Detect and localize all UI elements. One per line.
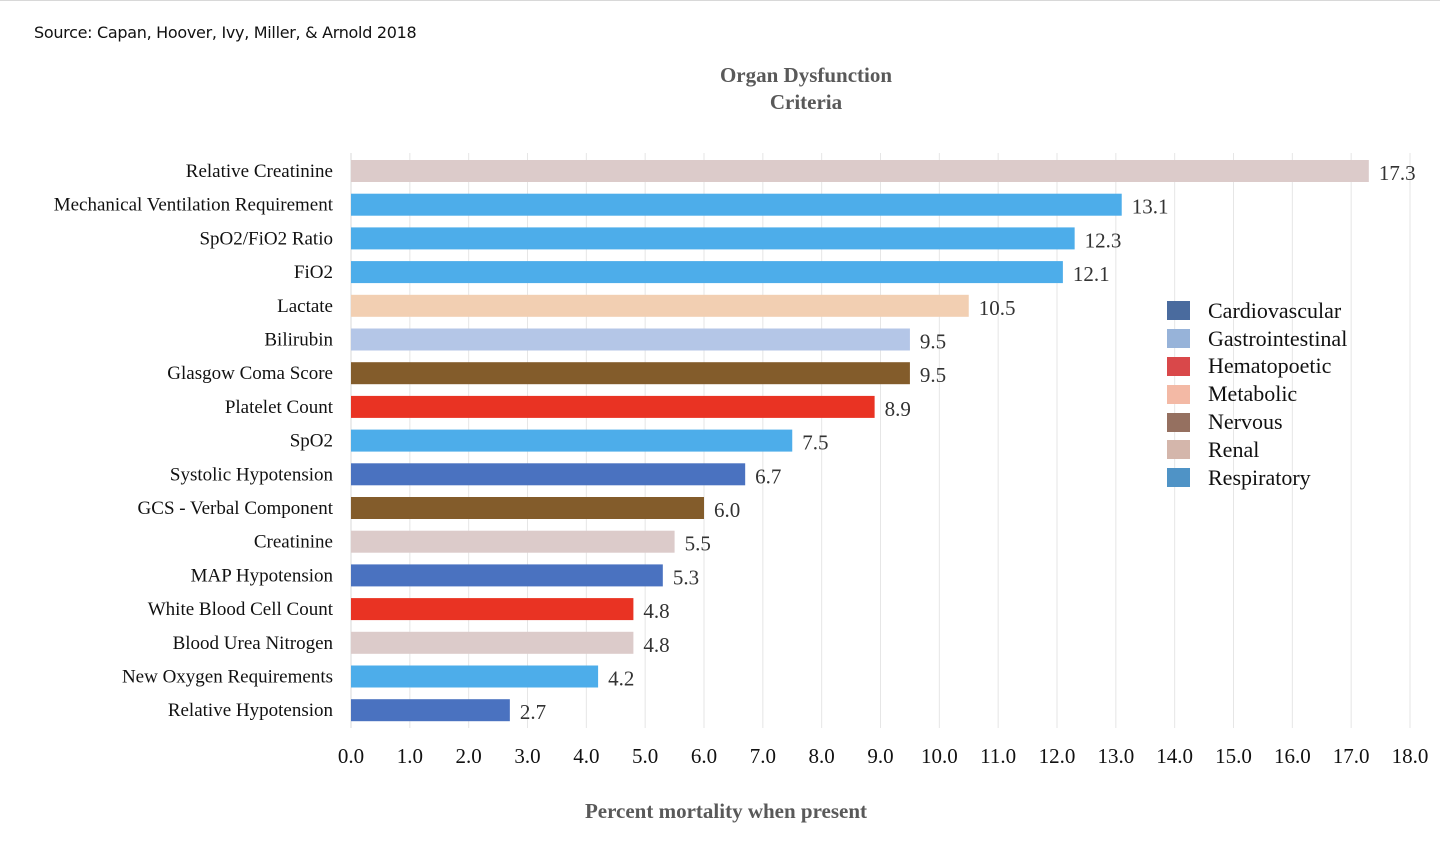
data-label: 6.0	[714, 498, 740, 522]
category-label: SpO2/FiO2 Ratio	[199, 228, 333, 249]
legend: Cardiovascular Gastrointestinal Hematopoet…	[1167, 297, 1347, 492]
legend-item: Cardiovascular	[1167, 297, 1347, 325]
data-label: 4.2	[608, 667, 634, 691]
bar	[351, 699, 510, 722]
legend-item: Hematopoetic	[1167, 353, 1347, 381]
x-tick-label: 10.0	[921, 744, 958, 768]
chart-title: Organ Dysfunction Criteria	[606, 62, 1006, 116]
legend-label: Metabolic	[1208, 381, 1298, 407]
category-label: Bilirubin	[264, 330, 333, 351]
legend-label: Cardiovascular	[1208, 297, 1342, 323]
x-tick-label: 13.0	[1097, 744, 1134, 768]
data-label: 9.5	[920, 363, 946, 387]
x-tick-label: 1.0	[397, 744, 423, 768]
data-label: 6.7	[755, 464, 781, 488]
legend-item: Gastrointestinal	[1167, 325, 1347, 353]
x-tick-label: 2.0	[456, 744, 482, 768]
x-axis-label: Percent mortality when present	[584, 799, 868, 823]
x-tick-label: 16.0	[1274, 744, 1311, 768]
bar	[351, 261, 1063, 284]
x-tick-label: 11.0	[980, 744, 1016, 768]
category-label: Lactate	[277, 296, 333, 317]
x-tick-label: 7.0	[750, 744, 776, 768]
x-tick-label: 17.0	[1333, 744, 1370, 768]
category-label: Glasgow Coma Score	[167, 363, 333, 384]
category-label: New Oxygen Requirements	[122, 667, 333, 688]
x-tick-label: 4.0	[573, 744, 599, 768]
bar	[351, 328, 910, 351]
data-label: 4.8	[643, 599, 669, 623]
legend-item: Metabolic	[1167, 380, 1347, 408]
data-label: 17.3	[1379, 161, 1416, 185]
data-label: 5.5	[685, 532, 711, 556]
legend-label: Nervous	[1208, 409, 1283, 435]
data-label: 5.3	[673, 565, 699, 589]
bar	[351, 395, 875, 418]
category-label: Systolic Hypotension	[170, 464, 334, 485]
bar	[351, 193, 1122, 216]
category-label: Creatinine	[254, 532, 333, 553]
x-tick-label: 8.0	[809, 744, 835, 768]
x-tick-label: 5.0	[632, 744, 658, 768]
bar	[351, 564, 663, 587]
data-label: 4.8	[643, 633, 669, 657]
category-label: MAP Hypotension	[191, 565, 334, 586]
data-label: 12.3	[1085, 228, 1122, 252]
source-note: Source: Capan, Hoover, Ivy, Miller, & Ar…	[34, 23, 417, 42]
category-label: Mechanical Ventilation Requirement	[54, 195, 334, 216]
bar	[351, 227, 1075, 250]
category-label: Relative Hypotension	[168, 700, 334, 721]
legend-swatch	[1167, 329, 1190, 349]
legend-swatch	[1167, 468, 1190, 488]
legend-label: Gastrointestinal	[1208, 325, 1348, 351]
x-tick-label: 3.0	[514, 744, 540, 768]
bar	[351, 294, 969, 317]
bar	[351, 160, 1369, 182]
x-tick-label: 6.0	[691, 744, 717, 768]
legend-swatch	[1167, 301, 1190, 321]
bar	[351, 665, 599, 688]
data-label: 2.7	[520, 700, 546, 724]
data-label: 12.1	[1073, 262, 1110, 286]
category-label: Relative Creatinine	[186, 161, 333, 182]
bar	[351, 429, 793, 452]
x-tick-label: 12.0	[1039, 744, 1076, 768]
category-label: SpO2	[290, 431, 333, 452]
category-label: GCS - Verbal Component	[138, 498, 334, 519]
legend-item: Nervous	[1167, 408, 1347, 436]
legend-swatch	[1167, 412, 1190, 432]
legend-label: Renal	[1208, 436, 1260, 462]
x-tick-label: 18.0	[1392, 744, 1429, 768]
data-label: 10.5	[979, 296, 1016, 320]
legend-swatch	[1167, 384, 1190, 404]
category-label: Blood Urea Nitrogen	[173, 633, 334, 654]
bar	[351, 631, 634, 654]
x-tick-label: 0.0	[338, 744, 364, 768]
data-label: 13.1	[1132, 195, 1169, 219]
legend-swatch	[1167, 440, 1190, 460]
bar	[351, 530, 675, 553]
data-label: 8.9	[885, 397, 911, 421]
bar	[351, 463, 746, 486]
legend-swatch	[1167, 356, 1190, 376]
bar	[351, 362, 910, 385]
legend-item: Renal	[1167, 436, 1347, 464]
bar	[351, 497, 704, 519]
title-line: Organ Dysfunction	[719, 63, 893, 87]
category-label: Platelet Count	[225, 397, 334, 418]
category-label: White Blood Cell Count	[148, 599, 334, 620]
legend-label: Hematopoetic	[1208, 353, 1332, 379]
data-label: 7.5	[802, 431, 828, 455]
title-line: Criteria	[769, 90, 843, 114]
category-label: FiO2	[294, 262, 333, 283]
x-tick-label: 9.0	[867, 744, 893, 768]
bar	[351, 598, 634, 621]
x-tick-label: 15.0	[1215, 744, 1252, 768]
legend-label: Respiratory	[1208, 464, 1311, 490]
legend-item: Respiratory	[1167, 464, 1347, 492]
x-tick-label: 14.0	[1156, 744, 1193, 768]
data-label: 9.5	[920, 330, 946, 354]
